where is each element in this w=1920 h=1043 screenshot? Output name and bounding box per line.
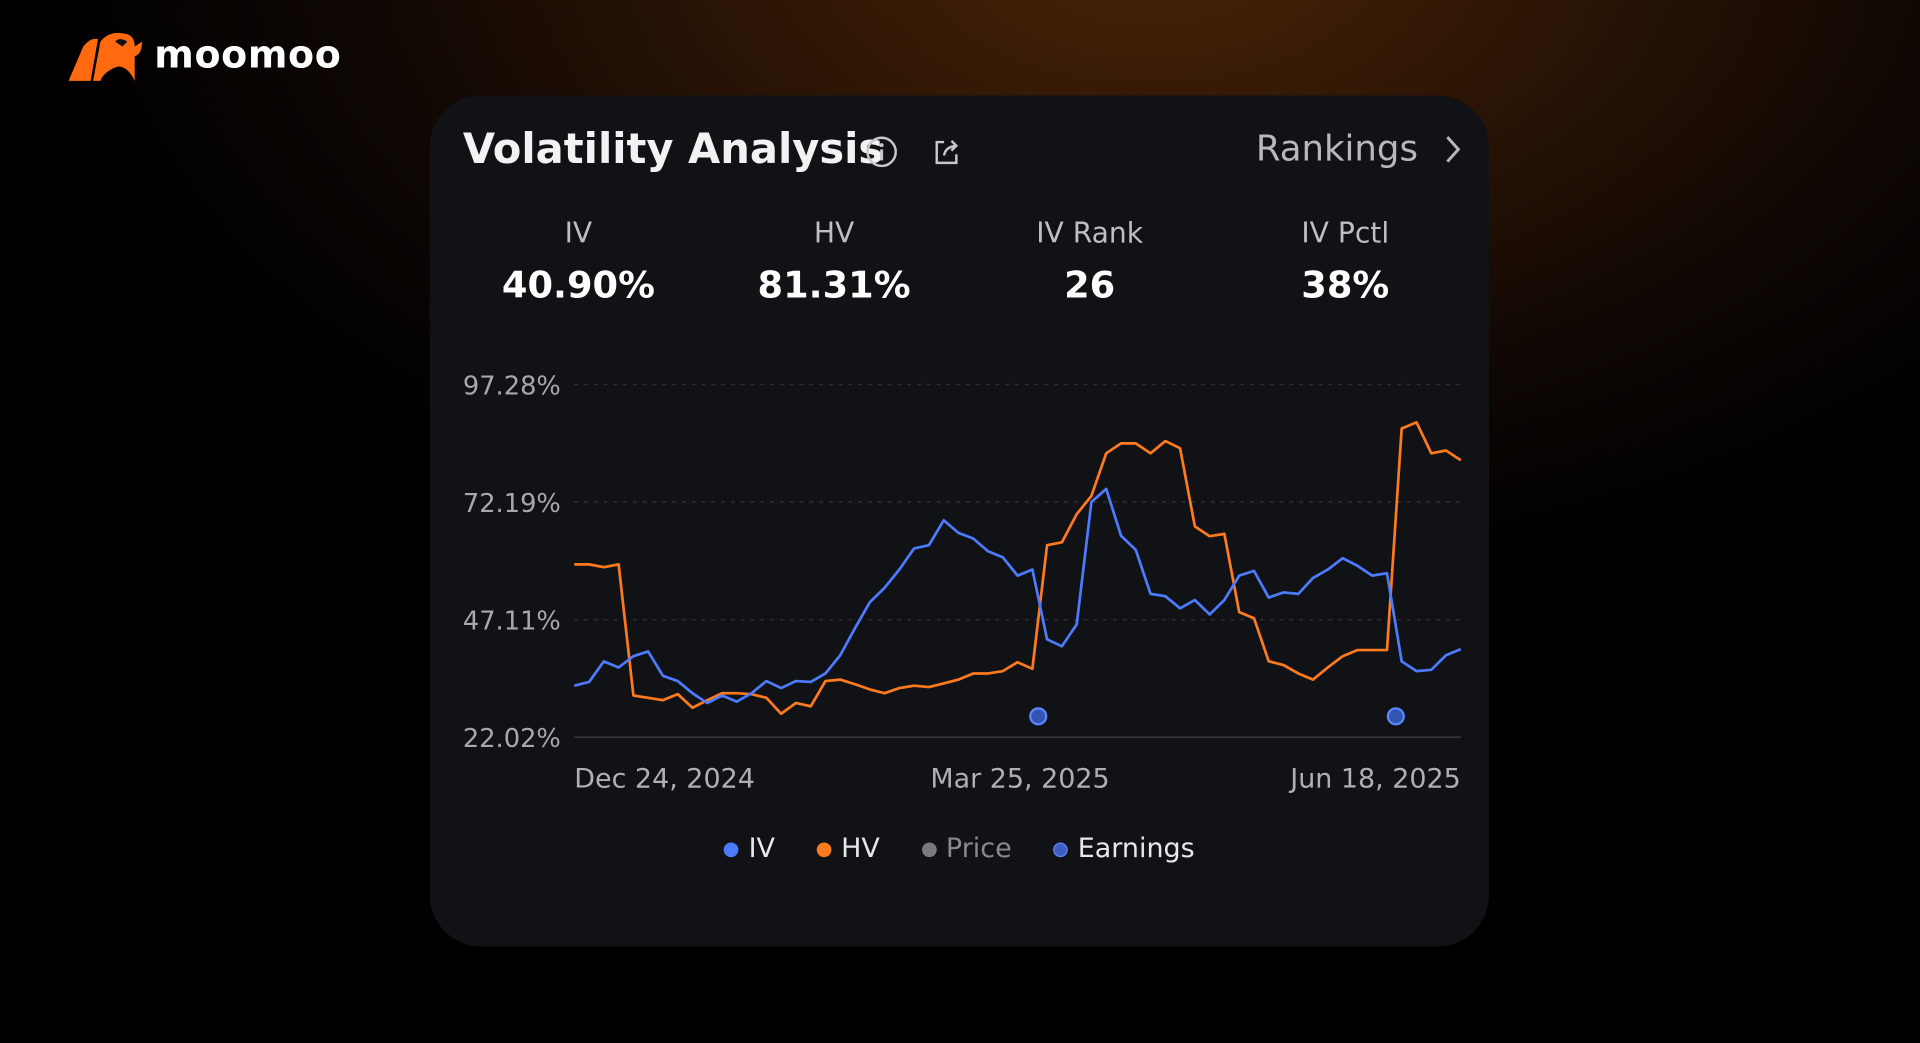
moomoo-logo: moomoo [66,27,341,83]
y-tick-label: 72.19% [463,489,561,519]
x-tick-label: Mar 25, 2025 [930,763,1109,794]
y-tick-label: 22.02% [463,724,561,754]
stat-label: IV [564,217,593,250]
info-icon[interactable] [864,135,898,169]
bull-logo-icon [68,32,143,81]
stat-value: 38% [1301,264,1390,308]
hv-series-line [574,420,1462,716]
legend-hv[interactable]: HV [816,833,880,865]
legend-iv[interactable]: IV [724,833,775,865]
rankings-link[interactable]: Rankings [1255,127,1418,169]
legend-label: IV [748,833,775,865]
iv-series-line [573,487,1462,705]
legend-label: Earnings [1077,833,1195,865]
volatility-card: Volatility Analysis Rankings IV 40.90% HV… [429,95,1489,947]
earnings-marker [1029,707,1048,726]
hv-dot-icon [816,841,832,857]
stats-row: IV 40.90% HV 81.31% IV Rank 26 IV Pctl 38% [451,218,1473,307]
legend-label: Price [945,833,1012,865]
stat-value: 26 [1064,264,1116,308]
card-title: Volatility Analysis [462,124,884,174]
price-dot-icon [921,841,937,857]
earnings-marker [1386,707,1405,726]
y-tick-label: 97.28% [463,371,561,401]
share-icon[interactable] [929,135,963,169]
x-tick-label: Jun 18, 2025 [1288,763,1461,794]
legend-label: HV [841,833,880,865]
y-tick-label: 47.11% [463,606,561,636]
stat-label: HV [813,217,855,250]
legend-earnings[interactable]: Earnings [1053,833,1195,865]
stat-value: 81.31% [757,264,911,308]
stat-iv: IV 40.90% [451,218,707,307]
stat-iv-rank: IV Rank 26 [962,218,1218,307]
earnings-dot-icon [1053,841,1068,857]
iv-dot-icon [724,841,739,857]
volatility-chart[interactable]: 97.28% 72.19% 47.11% 22.02% Dec 24, 2024 Mar … [430,353,1489,818]
stat-label: IV Rank [1036,217,1144,250]
stat-value: 40.90% [501,264,655,308]
x-tick-label: Dec 24, 2024 [574,763,755,794]
chart-legend: IV HV Price Earnings [430,833,1489,865]
legend-price[interactable]: Price [921,833,1012,865]
stat-hv: HV 81.31% [706,218,962,307]
stat-iv-pctl: IV Pctl 38% [1217,218,1473,307]
stat-label: IV Pctl [1301,217,1390,250]
chevron-right-icon[interactable] [1442,132,1462,166]
brand-name: moomoo [154,33,342,78]
